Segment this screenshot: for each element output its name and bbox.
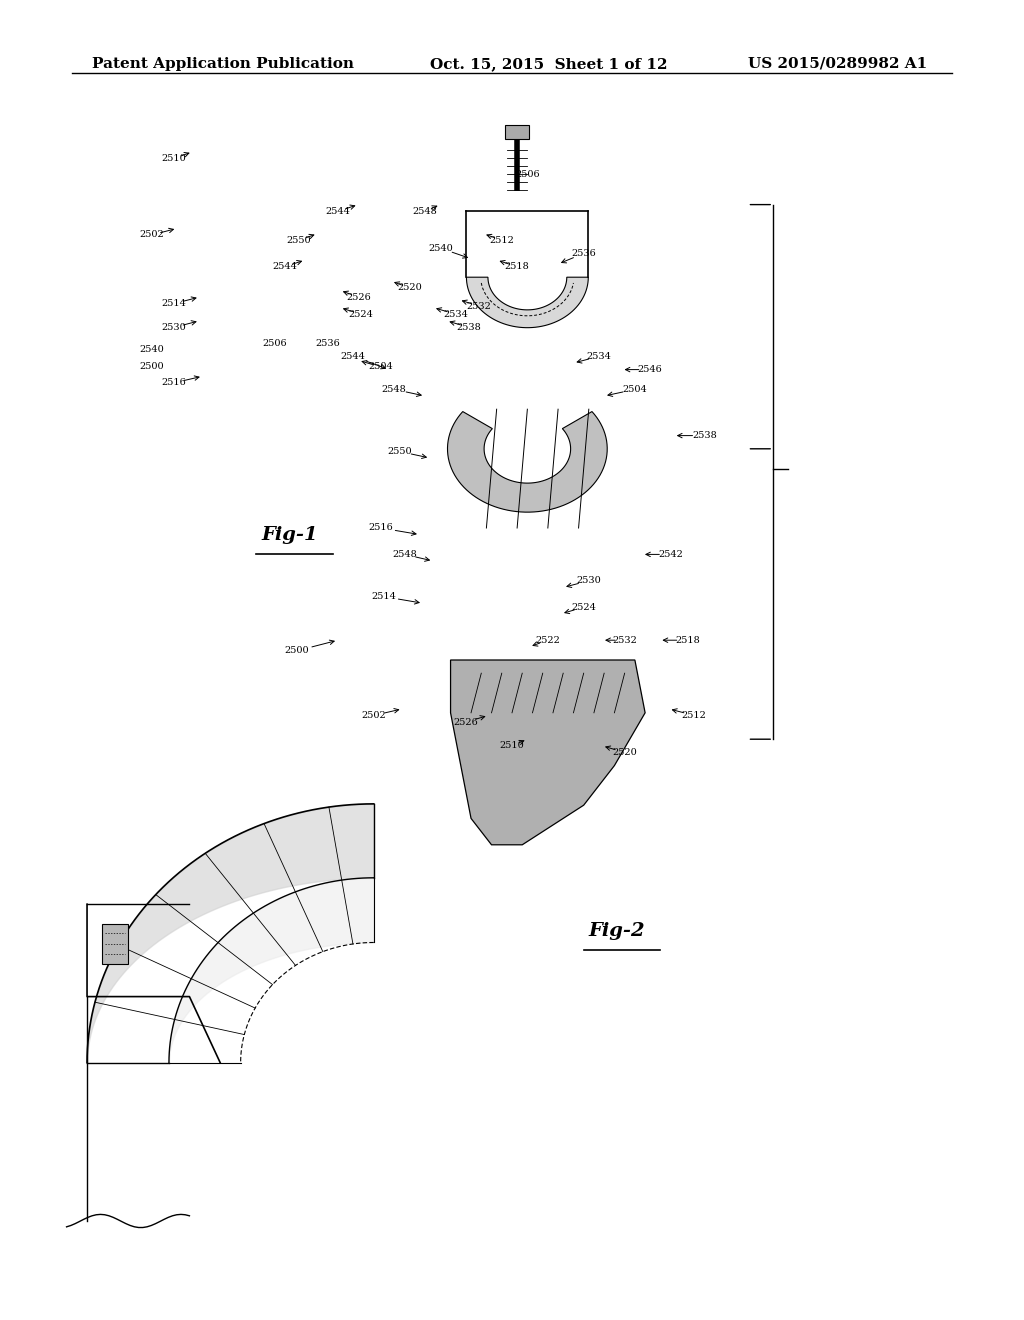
Text: Patent Application Publication: Patent Application Publication — [92, 57, 354, 71]
Text: 2504: 2504 — [623, 385, 647, 393]
Text: 2514: 2514 — [162, 300, 186, 308]
Text: 2550: 2550 — [387, 447, 412, 455]
Text: 2510: 2510 — [500, 742, 524, 750]
Text: 2550: 2550 — [287, 236, 311, 244]
Text: 2548: 2548 — [382, 385, 407, 393]
Text: 2540: 2540 — [139, 346, 164, 354]
Text: 2532: 2532 — [467, 302, 492, 310]
Text: 2548: 2548 — [413, 207, 437, 215]
Text: Fig-2: Fig-2 — [589, 921, 645, 940]
Text: 2536: 2536 — [571, 249, 596, 257]
Text: 2500: 2500 — [139, 363, 164, 371]
Polygon shape — [505, 125, 529, 139]
Text: 2502: 2502 — [361, 711, 386, 719]
Text: 2504: 2504 — [369, 363, 393, 371]
Text: 2500: 2500 — [285, 647, 309, 655]
Text: 2512: 2512 — [682, 711, 707, 719]
Text: 2532: 2532 — [612, 636, 637, 644]
Text: 2530: 2530 — [162, 323, 186, 331]
Text: 2548: 2548 — [392, 550, 417, 558]
Text: 2546: 2546 — [638, 366, 663, 374]
Text: 2534: 2534 — [587, 352, 611, 360]
Text: 2542: 2542 — [658, 550, 683, 558]
Text: Oct. 15, 2015  Sheet 1 of 12: Oct. 15, 2015 Sheet 1 of 12 — [430, 57, 668, 71]
Text: 2512: 2512 — [489, 236, 514, 244]
Text: 2518: 2518 — [505, 263, 529, 271]
Polygon shape — [467, 277, 588, 327]
Text: 2526: 2526 — [454, 718, 478, 726]
Text: 2516: 2516 — [162, 379, 186, 387]
Text: 2544: 2544 — [341, 352, 366, 360]
Text: 2536: 2536 — [315, 339, 340, 347]
Polygon shape — [102, 924, 128, 964]
Text: 2502: 2502 — [139, 231, 164, 239]
Text: 2522: 2522 — [536, 636, 560, 644]
Text: 2520: 2520 — [612, 748, 637, 756]
Text: 2538: 2538 — [457, 323, 481, 331]
Text: 2518: 2518 — [676, 636, 700, 644]
Text: 2538: 2538 — [692, 432, 717, 440]
Polygon shape — [451, 660, 645, 845]
Text: 2530: 2530 — [577, 577, 601, 585]
Text: 2520: 2520 — [397, 284, 422, 292]
Text: US 2015/0289982 A1: US 2015/0289982 A1 — [748, 57, 927, 71]
Text: 2524: 2524 — [348, 310, 373, 318]
Text: 2540: 2540 — [428, 244, 453, 252]
Text: 2534: 2534 — [443, 310, 468, 318]
Text: 2514: 2514 — [372, 593, 396, 601]
Text: 2510: 2510 — [162, 154, 186, 162]
Text: 2516: 2516 — [369, 524, 393, 532]
Text: 2506: 2506 — [515, 170, 540, 178]
Text: 2544: 2544 — [326, 207, 350, 215]
Text: Fig-1: Fig-1 — [261, 525, 317, 544]
Text: 2524: 2524 — [571, 603, 596, 611]
Polygon shape — [447, 412, 607, 512]
Text: 2526: 2526 — [346, 293, 371, 301]
Text: 2544: 2544 — [272, 263, 297, 271]
Text: 2506: 2506 — [262, 339, 287, 347]
